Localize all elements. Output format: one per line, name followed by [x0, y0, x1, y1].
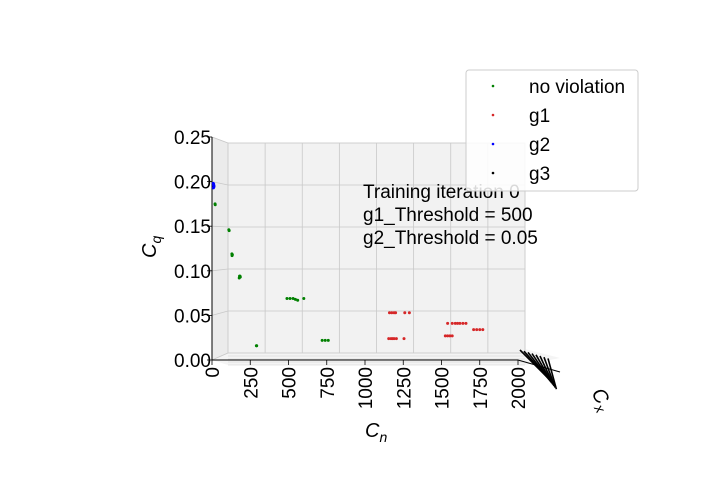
z-tick-glyph-5 [539, 355, 555, 387]
point-no-violation-14 [288, 296, 292, 300]
point-no-violation-10 [238, 274, 242, 278]
point-g1-16 [458, 321, 462, 325]
point-g1-20 [446, 334, 450, 338]
legend-marker-0 [491, 84, 495, 88]
x-tick-label-3: 750 [318, 367, 339, 399]
y-tick-label-4: 0.20 [174, 173, 211, 194]
point-no-violation-17 [296, 298, 300, 302]
x-tick-label-7: 1750 [471, 367, 492, 409]
point-g1-18 [464, 321, 468, 325]
x-axis-label: Cn [365, 420, 387, 445]
data-points [211, 181, 485, 348]
point-g1-22 [450, 334, 454, 338]
point-no-violation-19 [320, 338, 324, 342]
z-tick-glyph-7 [547, 358, 558, 390]
y-tick-label-2: 0.10 [174, 262, 211, 283]
point-no-violation-16 [293, 297, 297, 301]
point-g1-17 [461, 321, 465, 325]
point-no-violation-18 [302, 296, 306, 300]
point-g1-4 [403, 311, 407, 315]
x-tick-label-5: 1250 [394, 367, 415, 409]
y-tick-label-0: 0.00 [174, 351, 211, 372]
z-tick-glyph-4 [535, 354, 554, 385]
point-g1-21 [448, 334, 452, 338]
legend-box [465, 69, 639, 192]
legend-marker-3 [491, 171, 495, 175]
x-tick-label-8: 2000 [509, 367, 530, 409]
point-no-violation-20 [323, 338, 327, 342]
legend-label-3: g3 [529, 164, 550, 185]
point-no-violation-6 [230, 254, 234, 258]
point-g1-25 [478, 328, 482, 332]
legend-label-2: g2 [529, 135, 550, 156]
point-no-violation-12 [255, 344, 259, 348]
axes-group: 0 250 500 750 1000 1250 1500 1750 2000 0.00 0.05 0.… [174, 128, 561, 409]
point-g1-0 [387, 311, 391, 315]
point-g1-15 [456, 321, 460, 325]
y-tick-label-5: 0.25 [174, 128, 211, 149]
grid-side-y-0 [211, 352, 229, 361]
grid-side-y-1 [211, 310, 229, 316]
grid-lines [211, 136, 526, 366]
point-g1-23 [472, 328, 476, 332]
annotation-line-3: g2_Threshold = 0.05 [363, 228, 538, 249]
x-tick-label-6: 1500 [433, 367, 454, 409]
z-axis-label: Cx [584, 385, 617, 417]
point-g1-14 [453, 321, 457, 325]
y-tick-label-3: 0.15 [174, 217, 211, 238]
point-g1-10 [394, 337, 398, 341]
point-no-violation-15 [291, 296, 295, 300]
grid-side-y-3 [211, 225, 229, 228]
point-g1-1 [390, 311, 394, 315]
point-no-violation-21 [326, 338, 330, 342]
x-tick-label-4: 1000 [356, 367, 377, 409]
point-g1-26 [481, 328, 485, 332]
legend-marker-1 [491, 113, 495, 117]
point-g1-3 [394, 311, 398, 315]
point-g1-12 [446, 321, 450, 325]
x-tick-label-0: 0 [203, 367, 224, 378]
grid-side-y-5 [211, 136, 229, 144]
point-g2-5 [212, 184, 216, 188]
y-axis-label: Cq [139, 236, 164, 258]
point-g1-11 [402, 337, 406, 341]
point-no-violation-3 [227, 229, 231, 233]
point-no-violation-1 [213, 203, 217, 207]
x-tick-label-1: 250 [241, 367, 262, 399]
grid-side-y-2 [211, 268, 229, 272]
point-g1-24 [475, 328, 479, 332]
legend: no violation g1 g2 g3 [465, 69, 639, 192]
point-g1-9 [392, 337, 396, 341]
z-tick-glyph-6 [543, 356, 556, 388]
point-no-violation-13 [285, 296, 289, 300]
legend-marker-2 [491, 142, 495, 146]
point-g1-19 [443, 334, 447, 338]
y-tick-label-1: 0.05 [174, 306, 211, 327]
point-g1-5 [407, 311, 411, 315]
annotation-text: Training iteration 0 g1_Threshold = 500 … [363, 182, 538, 249]
annotation-line-2: g1_Threshold = 500 [363, 205, 533, 226]
legend-label-0: no violation [529, 77, 625, 98]
legend-label-1: g1 [529, 106, 550, 127]
grid-side-y-4 [211, 181, 229, 186]
x-tick-label-2: 500 [280, 367, 301, 399]
point-g1-13 [450, 321, 454, 325]
point-g1-6 [387, 337, 391, 341]
side-pane [211, 136, 229, 361]
